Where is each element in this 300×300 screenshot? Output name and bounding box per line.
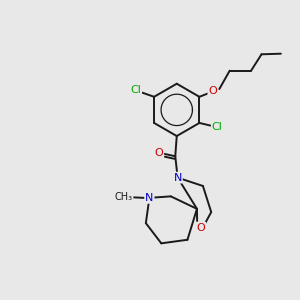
Text: O: O <box>154 148 163 158</box>
Text: O: O <box>208 86 217 96</box>
Text: O: O <box>196 223 205 232</box>
Text: N: N <box>173 172 182 183</box>
Text: Cl: Cl <box>212 122 223 132</box>
Text: CH₃: CH₃ <box>115 192 133 202</box>
Text: Cl: Cl <box>130 85 141 95</box>
Text: N: N <box>145 193 154 203</box>
